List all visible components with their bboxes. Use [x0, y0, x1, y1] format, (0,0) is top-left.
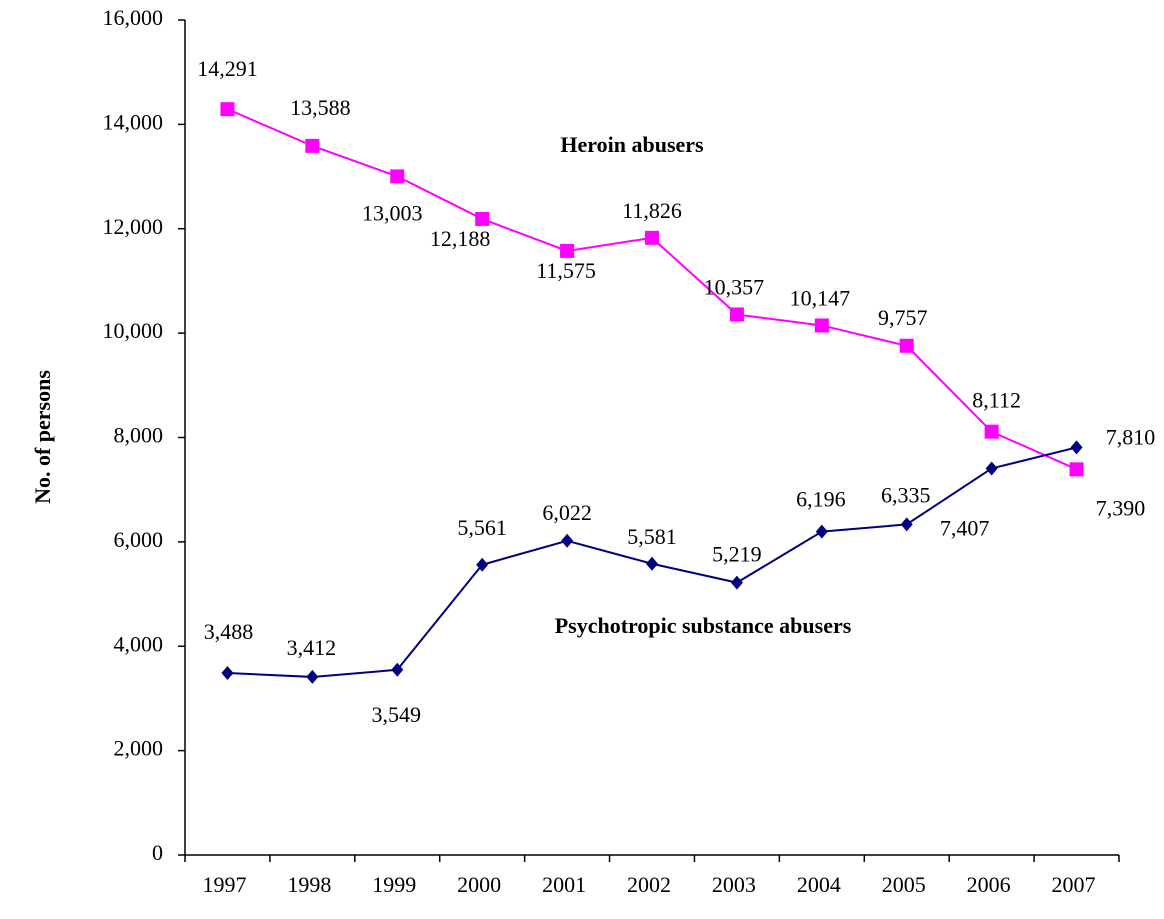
marker	[815, 524, 828, 539]
data-label: 12,188	[430, 226, 491, 251]
series-line	[227, 108, 1077, 471]
x-tick-label: 2003	[712, 872, 756, 897]
marker	[646, 556, 658, 571]
y-tick-label: 8,000	[114, 423, 164, 448]
y-tick-label: 16,000	[103, 5, 164, 30]
x-tick-label: 2000	[457, 872, 501, 897]
y-tick-label: 4,000	[114, 631, 164, 656]
marker	[560, 243, 575, 258]
marker	[729, 307, 744, 322]
y-axis-title: No. of persons	[30, 370, 55, 504]
data-label: 7,390	[1096, 495, 1146, 520]
marker	[730, 575, 743, 590]
marker	[985, 461, 998, 476]
marker	[645, 230, 659, 245]
data-label: 13,003	[362, 200, 423, 225]
data-label: 7,810	[1106, 424, 1156, 449]
data-label: 11,575	[536, 258, 596, 283]
data-label: 9,757	[878, 305, 928, 330]
data-label: 6,022	[542, 500, 592, 525]
marker	[476, 557, 489, 572]
x-tick-label: 2006	[967, 872, 1011, 897]
series-label: Heroin abusers	[560, 132, 704, 157]
data-label: 3,412	[287, 635, 337, 660]
x-tick-label: 2002	[627, 872, 671, 897]
y-tick-label: 2,000	[114, 736, 164, 761]
marker	[475, 211, 490, 226]
data-label: 10,147	[790, 286, 851, 311]
marker	[814, 318, 829, 333]
marker	[390, 169, 405, 184]
marker	[305, 138, 320, 153]
data-label: 6,196	[796, 487, 846, 512]
marker	[899, 338, 914, 353]
data-label: 14,291	[197, 56, 258, 81]
y-tick-label: 12,000	[103, 214, 164, 239]
data-label: 3,549	[372, 702, 422, 727]
data-label: 10,357	[704, 275, 765, 300]
x-tick-label: 1998	[287, 872, 331, 897]
y-tick-label: 14,000	[103, 109, 164, 134]
data-label: 5,581	[627, 524, 677, 549]
marker	[984, 424, 999, 439]
marker	[220, 102, 235, 117]
data-label: 7,407	[940, 515, 990, 540]
marker	[221, 665, 234, 680]
y-tick-label: 0	[152, 840, 163, 865]
marker	[561, 533, 574, 548]
marker	[1070, 440, 1083, 455]
x-tick-label: 1997	[202, 872, 246, 897]
x-tick-label: 2001	[542, 872, 586, 897]
data-label: 6,335	[881, 482, 931, 507]
x-tick-label: 2007	[1052, 872, 1096, 897]
x-tick-label: 2005	[882, 872, 926, 897]
data-label: 11,826	[622, 198, 682, 223]
data-label: 13,588	[290, 95, 351, 120]
marker	[900, 517, 913, 532]
marker	[1069, 462, 1084, 477]
x-tick-label: 1999	[372, 872, 416, 897]
series-label: Psychotropic substance abusers	[555, 613, 852, 638]
y-tick-label: 10,000	[103, 318, 164, 343]
data-label: 5,219	[712, 542, 762, 567]
data-label: 8,112	[972, 388, 1021, 413]
x-tick-label: 2004	[797, 872, 841, 897]
data-label: 3,488	[204, 619, 254, 644]
marker	[306, 669, 319, 684]
marker	[391, 662, 404, 677]
data-label: 5,561	[457, 515, 507, 540]
y-tick-label: 6,000	[114, 527, 164, 552]
